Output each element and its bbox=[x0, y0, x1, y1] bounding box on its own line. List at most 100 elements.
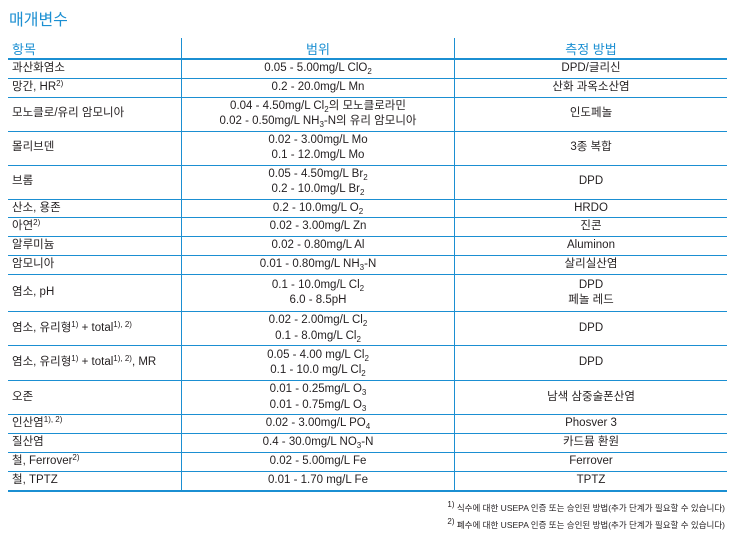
superscript: 1) bbox=[71, 319, 79, 329]
item-cell: 철, TPTZ bbox=[8, 471, 182, 492]
range-line: 0.2 - 10.0mg/L O2 bbox=[272, 201, 364, 216]
method-line: HRDO bbox=[574, 201, 608, 214]
subscript: 2 bbox=[358, 206, 364, 216]
method-line: 살리실산염 bbox=[564, 258, 618, 271]
item-cell: 모노클로/유리 암모니아 bbox=[8, 96, 182, 131]
table-row: 알루미늄 0.02 - 0.80mg/L Al Aluminon bbox=[8, 236, 727, 256]
range-line: 0.1 - 12.0mg/L Mo bbox=[271, 149, 365, 161]
range-line: 0.02 - 0.50mg/L NH3-N의 유리 암모니아 bbox=[219, 115, 417, 129]
range-line: 0.01 - 0.25mg/L O3 bbox=[269, 383, 367, 397]
subscript: 2 bbox=[363, 172, 368, 182]
method-line: Aluminon bbox=[567, 239, 615, 252]
method-line: 3종 복합 bbox=[570, 141, 612, 154]
item-cell: 망간, HR2) bbox=[8, 77, 182, 97]
superscript: 1), 2) bbox=[43, 415, 63, 425]
item-cell: 철, Ferrover2) bbox=[8, 452, 182, 472]
method-line: Phosver 3 bbox=[565, 417, 617, 430]
item-cell: 염소, 유리형1) + total1), 2) bbox=[8, 311, 182, 346]
range-cell: 0.2 - 10.0mg/L O2 bbox=[181, 198, 455, 218]
range-line: 6.0 - 8.5pH bbox=[289, 294, 347, 306]
superscript: 2) bbox=[72, 453, 80, 463]
method-cell: 남색 삼중술폰산염 bbox=[454, 380, 727, 415]
range-line: 0.05 - 4.00 mg/L Cl2 bbox=[267, 348, 369, 363]
subscript: 3 bbox=[319, 120, 324, 129]
subscript: 3 bbox=[361, 388, 367, 397]
range-line: 0.01 - 0.75mg/L O3 bbox=[269, 398, 367, 413]
table-row: 철, TPTZ 0.01 - 1.70 mg/L Fe TPTZ bbox=[8, 471, 727, 492]
table-row: 산소, 용존 0.2 - 10.0mg/L O2 HRDO bbox=[8, 198, 727, 218]
table-row: 망간, HR2) 0.2 - 20.0mg/L Mn 산화 과옥소산염 bbox=[8, 77, 727, 97]
table-row: 암모니아 0.01 - 0.80mg/L NH3-N 살리실산염 bbox=[8, 255, 727, 275]
method-line: Ferrover bbox=[569, 455, 613, 468]
method-line: 카드뮴 환원 bbox=[562, 436, 620, 449]
method-cell: DPD 페놀 레드 bbox=[454, 274, 727, 312]
method-cell: 산화 과옥소산염 bbox=[454, 77, 727, 97]
subscript: 2 bbox=[362, 319, 368, 328]
item-cell: 염소, pH bbox=[8, 274, 182, 312]
footnote: 1) 식수에 대한 USEPA 인증 또는 승인된 방법(추가 단계가 필요할 … bbox=[447, 500, 725, 514]
superscript: 1) bbox=[71, 354, 79, 364]
table-row: 염소, 유리형1) + total1), 2), MR 0.05 - 4.00 m… bbox=[8, 345, 727, 381]
method-cell: DPD bbox=[454, 345, 727, 381]
range-line: 0.2 - 20.0mg/L Mn bbox=[271, 80, 365, 93]
range-cell: 0.02 - 3.00mg/L PO4 bbox=[181, 414, 455, 434]
range-cell: 0.01 - 0.25mg/L O3 0.01 - 0.75mg/L O3 bbox=[181, 380, 455, 415]
table-row: 염소, pH 0.1 - 10.0mg/L Cl2 6.0 - 8.5pH DPD 페놀… bbox=[8, 274, 727, 312]
range-cell: 0.02 - 0.80mg/L Al bbox=[181, 236, 455, 256]
method-line: 진콘 bbox=[580, 220, 602, 233]
range-cell: 0.02 - 5.00mg/L Fe bbox=[181, 452, 455, 472]
range-line: 0.05 - 5.00mg/L ClO2 bbox=[264, 62, 372, 76]
range-line: 0.02 - 3.00mg/L PO4 bbox=[265, 417, 371, 432]
range-cell: 0.1 - 10.0mg/L Cl2 6.0 - 8.5pH bbox=[181, 274, 455, 312]
item-cell: 브롬 bbox=[8, 164, 182, 199]
range-cell: 0.2 - 20.0mg/L Mn bbox=[181, 77, 455, 97]
method-line: DPD/글리신 bbox=[561, 62, 621, 74]
table-row: 과산화염소 0.05 - 5.00mg/L ClO2 DPD/글리신 bbox=[8, 58, 727, 78]
range-line: 0.05 - 4.50mg/L Br2 bbox=[268, 167, 368, 182]
subscript: 3 bbox=[359, 263, 365, 273]
subscript: 2 bbox=[359, 188, 365, 197]
item-cell: 아연2) bbox=[8, 217, 182, 237]
method-cell: Phosver 3 bbox=[454, 414, 727, 434]
item-cell: 질산염 bbox=[8, 433, 182, 453]
method-line: DPD bbox=[578, 321, 604, 334]
parameter-table: 항목 범위 측정 방법 과산화염소 0.05 - 5.00mg/L ClO2 DPD… bbox=[8, 38, 727, 492]
page-title: 매개변수 bbox=[9, 12, 68, 29]
subscript: 2 bbox=[367, 67, 372, 76]
method-cell: 인도페놀 bbox=[454, 96, 727, 131]
range-line: 0.2 - 10.0mg/L Br2 bbox=[271, 183, 365, 197]
method-cell: Aluminon bbox=[454, 236, 727, 256]
range-cell: 0.05 - 4.00 mg/L Cl2 0.1 - 10.0 mg/L Cl2 bbox=[181, 345, 455, 381]
range-line: 0.02 - 2.00mg/L Cl2 bbox=[268, 314, 368, 328]
range-line: 0.1 - 10.0mg/L Cl2 bbox=[271, 278, 365, 293]
range-cell: 0.04 - 4.50mg/L Cl2의 모노클로라민 0.02 - 0.50mg… bbox=[181, 96, 455, 131]
method-cell: DPD bbox=[454, 164, 727, 199]
subscript: 3 bbox=[356, 441, 362, 451]
range-cell: 0.05 - 4.50mg/L Br2 0.2 - 10.0mg/L Br2 bbox=[181, 164, 455, 199]
method-cell: TPTZ bbox=[454, 471, 727, 492]
range-line: 0.4 - 30.0mg/L NO3-N bbox=[262, 436, 374, 451]
method-line: DPD bbox=[578, 278, 604, 291]
item-cell: 산소, 용존 bbox=[8, 198, 182, 218]
superscript: 1), 2) bbox=[113, 354, 132, 364]
method-line: TPTZ bbox=[576, 474, 606, 486]
table-row: 브롬 0.05 - 4.50mg/L Br2 0.2 - 10.0mg/L Br2 D… bbox=[8, 164, 727, 199]
method-cell: 카드뮴 환원 bbox=[454, 433, 727, 453]
range-cell: 0.02 - 2.00mg/L Cl2 0.1 - 8.0mg/L Cl2 bbox=[181, 311, 455, 346]
item-cell: 염소, 유리형1) + total1), 2), MR bbox=[8, 345, 182, 381]
range-line: 0.04 - 4.50mg/L Cl2의 모노클로라민 bbox=[230, 99, 406, 114]
subscript: 2 bbox=[364, 353, 369, 363]
method-line: DPD bbox=[578, 175, 604, 188]
range-line: 0.1 - 10.0 mg/L Cl2 bbox=[270, 364, 366, 378]
range-cell: 0.4 - 30.0mg/L NO3-N bbox=[181, 433, 455, 453]
table-row: 염소, 유리형1) + total1), 2) 0.02 - 2.00mg/L C… bbox=[8, 311, 727, 346]
method-line: 산화 과옥소산염 bbox=[552, 80, 630, 93]
item-cell: 알루미늄 bbox=[8, 236, 182, 256]
method-cell: HRDO bbox=[454, 198, 727, 218]
subscript: 2 bbox=[356, 334, 361, 344]
method-cell: 3종 복합 bbox=[454, 130, 727, 165]
header-item: 항목 bbox=[8, 38, 182, 60]
range-line: 0.01 - 0.80mg/L NH3-N bbox=[259, 258, 377, 273]
method-line: 남색 삼중술폰산염 bbox=[547, 390, 635, 403]
method-cell: Ferrover bbox=[454, 452, 727, 472]
